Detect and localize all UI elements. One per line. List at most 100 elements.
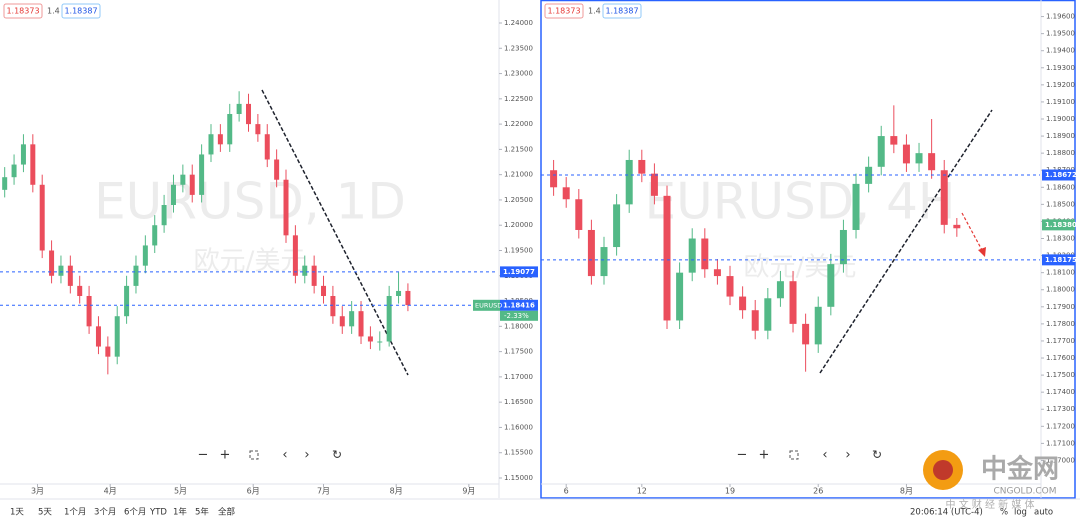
zoom-out[interactable]: −: [737, 448, 748, 463]
range-button[interactable]: 全部: [218, 507, 236, 518]
range-button[interactable]: 1年: [173, 507, 187, 518]
y-tick-label: 1.21500: [504, 145, 533, 153]
x-tick-label: 12: [637, 487, 647, 496]
y-tick-label: 1.17000: [1046, 456, 1075, 464]
x-tick-label: 6: [564, 487, 569, 496]
range-button[interactable]: 5天: [38, 508, 52, 518]
scroll-left[interactable]: ‹: [822, 448, 827, 463]
candle-body: [142, 245, 148, 266]
candle-body: [839, 229, 847, 265]
price-label: 1.18672: [1045, 171, 1077, 179]
candle-body: [114, 316, 120, 357]
ask: 1.18387: [64, 7, 97, 16]
candle-body: [865, 166, 873, 184]
x-tick-label: 3月: [31, 487, 44, 496]
logo-slogan: 中 文 财 经 新 媒 体: [945, 498, 1034, 511]
bid: 1.18373: [6, 7, 39, 16]
scroll-right[interactable]: ›: [845, 448, 850, 463]
change-label: -2.33%: [504, 312, 529, 320]
y-tick-label: 1.19200: [1046, 81, 1075, 89]
y-tick-label: 1.21000: [504, 171, 533, 179]
range-button[interactable]: 1个月: [64, 508, 86, 518]
candle-body: [283, 179, 289, 236]
x-tick-label: 8月: [390, 487, 403, 496]
candle-body: [776, 281, 784, 299]
logo: 中金网 CNGOLD.COM 中 文 财 经 新 媒 体: [923, 450, 1059, 511]
candle-body: [386, 295, 392, 342]
candle-body: [236, 103, 242, 115]
candle-body: [39, 184, 45, 251]
y-tick-label: 1.16500: [504, 398, 533, 406]
reset[interactable]: ↻: [332, 448, 342, 462]
price-label: 1.18175: [1045, 256, 1077, 264]
y-tick-label: 1.17300: [1046, 405, 1075, 413]
range-button[interactable]: 6个月: [124, 508, 146, 518]
candle-body: [877, 136, 885, 167]
y-tick-label: 1.17800: [1046, 320, 1075, 328]
y-tick-label: 1.22500: [504, 95, 533, 103]
range-button[interactable]: YTD: [149, 508, 167, 518]
reset-scale[interactable]: [249, 450, 259, 460]
y-tick-label: 1.20000: [504, 221, 533, 229]
y-tick-label: 1.22000: [504, 120, 533, 128]
candle-body: [688, 238, 696, 273]
y-tick-label: 1.19400: [1046, 47, 1075, 55]
candle-body: [20, 144, 26, 165]
candle-body: [170, 184, 176, 205]
y-tick-label: 1.15500: [504, 449, 533, 457]
bid-box: [544, 3, 584, 19]
y-tick-label: 1.18900: [1046, 132, 1075, 140]
range-button[interactable]: 5年: [195, 507, 209, 518]
zoom-out[interactable]: −: [198, 448, 209, 463]
symbol-tag: EURUSD: [475, 301, 502, 309]
candle-body: [575, 199, 583, 230]
candle-body: [713, 269, 721, 277]
candle-body: [587, 229, 595, 277]
reset[interactable]: ↻: [872, 448, 882, 462]
watermarks: EURUSD, 1D 欧元/美元 EURUSD, 4H 欧元/美元: [94, 173, 955, 283]
price-label-bg: [1042, 254, 1075, 266]
reset-scale[interactable]: [789, 450, 799, 460]
candle-body: [77, 285, 83, 296]
candle-body: [928, 153, 936, 171]
zoom-in[interactable]: +: [220, 448, 231, 463]
range-button[interactable]: 1天: [10, 508, 24, 518]
toolbar-option[interactable]: log: [1014, 508, 1027, 518]
price-label-bg: [500, 266, 538, 278]
y-tick-label: 1.18500: [1046, 200, 1075, 208]
symbol-tag-bg: [473, 299, 500, 311]
toolbar-option[interactable]: %: [1000, 508, 1008, 518]
candle-body: [67, 265, 73, 286]
candle-body: [217, 134, 223, 145]
price-label: 1.18416: [503, 301, 535, 309]
candle-body: [940, 170, 948, 225]
candle-body: [199, 154, 205, 195]
price-label-bg: [1042, 219, 1075, 231]
trend-line: [261, 89, 409, 376]
candle-body: [11, 164, 17, 178]
y-tick-label: 1.18800: [1046, 149, 1075, 157]
change-label-bg: [500, 310, 538, 321]
trend-line: [819, 109, 993, 374]
candle-body: [701, 238, 709, 270]
y-tick-label: 1.19600: [1046, 13, 1075, 21]
candle-body: [852, 183, 860, 230]
range-button[interactable]: 3个月: [94, 508, 116, 518]
zoom-in[interactable]: +: [759, 448, 770, 463]
y-tick-label: 1.17500: [504, 348, 533, 356]
toolbar-option[interactable]: auto: [1034, 508, 1053, 518]
scroll-right[interactable]: ›: [304, 448, 309, 463]
scroll-left[interactable]: ‹: [282, 448, 287, 463]
y-tick-label: 1.17900: [1046, 303, 1075, 311]
y-tick-label: 1.17400: [1046, 388, 1075, 396]
candle-body: [189, 174, 195, 195]
zoom-controls: − + ‹ › ↻ − + ‹ › ↻: [198, 448, 882, 463]
candle-body: [161, 204, 167, 226]
y-tick-label: 1.19300: [1046, 64, 1075, 72]
candle-body: [789, 281, 797, 324]
x-tick-label: 6月: [247, 487, 260, 496]
watermark: EURUSD, 4H: [645, 173, 956, 231]
candle-body: [726, 276, 734, 297]
y-tick-label: 1.17600: [1046, 354, 1075, 362]
logo-core: [933, 460, 953, 480]
